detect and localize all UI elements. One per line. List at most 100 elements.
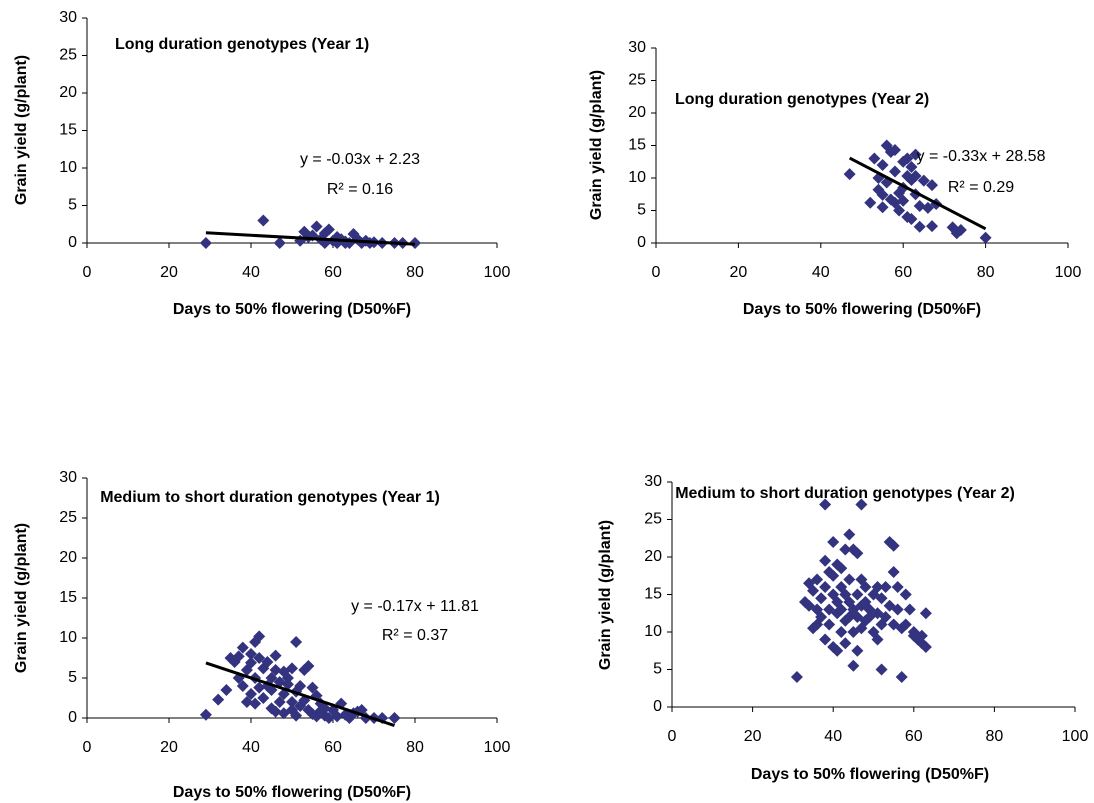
point <box>909 170 922 183</box>
point <box>819 554 832 567</box>
x-tick-label: 20 <box>730 264 748 281</box>
point <box>199 237 212 249</box>
x-tick-label: 20 <box>160 739 178 756</box>
y-tick-label: 5 <box>653 661 662 678</box>
point <box>851 547 864 560</box>
x-tick-label: 0 <box>652 264 661 281</box>
x-axis-label: Days to 50% flowering (D50%F) <box>751 766 989 783</box>
point <box>875 663 888 676</box>
point <box>899 588 912 601</box>
y-tick-label: 0 <box>68 234 77 251</box>
trend-line <box>205 661 395 727</box>
point <box>859 581 872 593</box>
point <box>286 696 298 708</box>
y-axis-label: Grain yield (g/plant) <box>588 70 605 220</box>
point <box>265 672 278 684</box>
point <box>232 650 245 663</box>
point <box>915 629 928 642</box>
y-tick-label: 25 <box>628 72 646 89</box>
y-tick-label: 20 <box>59 549 77 566</box>
point <box>888 144 901 157</box>
y-tick-label: 25 <box>59 509 77 526</box>
point <box>236 641 249 654</box>
trend-r2: R² = 0.29 <box>948 179 1014 196</box>
x-tick-label: 100 <box>1055 264 1082 281</box>
point <box>855 498 868 511</box>
point <box>913 220 926 233</box>
point <box>871 581 884 593</box>
point <box>847 659 860 672</box>
trend-r2: R² = 0.37 <box>382 627 448 644</box>
point <box>895 671 908 683</box>
point <box>921 201 934 214</box>
point <box>212 693 225 706</box>
point <box>909 148 922 161</box>
y-tick-label: 10 <box>59 629 77 646</box>
point <box>823 618 836 631</box>
point <box>905 212 918 225</box>
x-tick-label: 40 <box>812 264 830 281</box>
x-tick-label: 80 <box>986 728 1004 745</box>
trend-line <box>848 156 987 231</box>
point <box>257 214 270 227</box>
y-tick-label: 30 <box>59 469 77 486</box>
point <box>876 188 889 201</box>
point <box>819 633 832 646</box>
point <box>290 636 303 648</box>
point <box>331 710 344 723</box>
point <box>815 611 828 623</box>
point <box>281 678 294 691</box>
point <box>868 152 881 165</box>
point <box>281 672 294 684</box>
point <box>253 652 266 664</box>
y-tick-label: 20 <box>644 548 662 565</box>
point <box>273 696 286 708</box>
trend-equation: y = -0.03x + 2.23 <box>300 151 420 168</box>
point <box>819 581 832 593</box>
y-tick-label: 10 <box>628 169 646 186</box>
point <box>269 664 282 676</box>
y-tick-label: 10 <box>59 159 77 176</box>
point <box>257 692 270 704</box>
y-tick-label: 30 <box>628 39 646 56</box>
point <box>899 618 912 631</box>
point <box>827 536 840 548</box>
point <box>835 562 848 575</box>
y-tick-label: 15 <box>59 122 77 139</box>
y-tick-label: 30 <box>59 9 77 26</box>
point <box>245 656 257 669</box>
x-tick-label: 0 <box>83 739 92 756</box>
point <box>835 603 848 616</box>
y-tick-label: 10 <box>644 623 662 640</box>
point <box>879 611 892 623</box>
point <box>887 566 900 578</box>
point <box>220 684 233 696</box>
x-tick-label: 40 <box>242 264 260 281</box>
y-tick-label: 25 <box>59 47 77 64</box>
x-tick-label: 80 <box>406 739 424 756</box>
point <box>891 581 904 593</box>
point <box>919 607 932 620</box>
point <box>851 588 864 601</box>
chart-title: Medium to short duration genotypes (Year… <box>675 485 1015 502</box>
point <box>831 644 844 657</box>
point <box>926 220 939 233</box>
y-axis-label: Grain yield (g/plant) <box>597 520 614 670</box>
point <box>245 648 257 660</box>
x-tick-label: 100 <box>484 264 511 281</box>
x-axis-label: Days to 50% flowering (D50%F) <box>743 301 981 318</box>
point <box>302 660 315 672</box>
point <box>851 644 864 657</box>
point <box>887 539 900 552</box>
point <box>839 543 852 556</box>
chart-title: Long duration genotypes (Year 1) <box>115 36 370 53</box>
x-tick-label: 100 <box>1062 728 1089 745</box>
x-tick-label: 0 <box>668 728 677 745</box>
point <box>815 592 828 605</box>
point <box>919 641 932 653</box>
point <box>294 680 307 692</box>
x-tick-label: 0 <box>83 264 92 281</box>
point <box>811 573 824 586</box>
point <box>843 528 856 541</box>
